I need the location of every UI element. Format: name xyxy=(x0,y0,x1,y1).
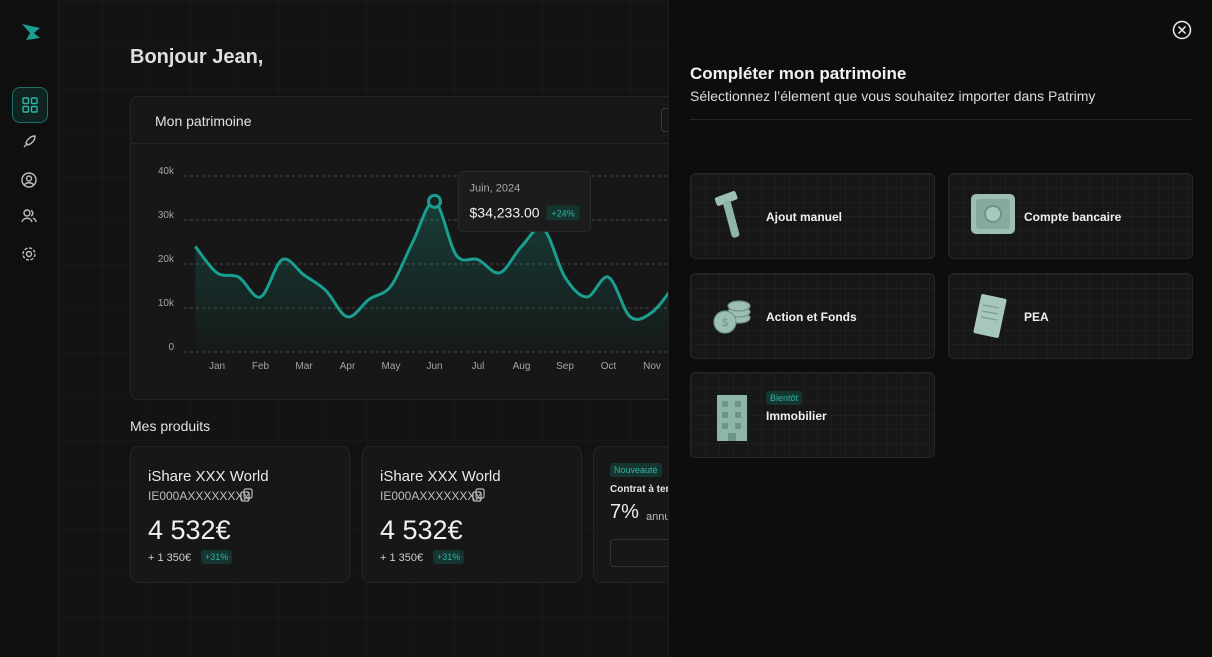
patrimoine-card: Mon patrimoine 0 10k 20k 30k 40k Jan Feb Mar Apr… xyxy=(130,96,692,400)
y-tick-label: 20k xyxy=(158,254,175,265)
card-title: Mon patrimoine xyxy=(155,113,252,129)
chart: 0 10k 20k 30k 40k Jan Feb Mar Apr May Jun Jul Aug Sep… xyxy=(158,166,691,372)
x-tick-label: Oct xyxy=(601,361,617,372)
option-label: Ajout manuel xyxy=(766,210,843,224)
option-badge: Bientôt xyxy=(766,391,803,405)
svg-text:$: $ xyxy=(722,317,728,329)
tooltip: Juin, 2024 $34,233.00 +24% xyxy=(458,170,591,232)
y-tick-label: 10k xyxy=(158,298,175,309)
x-tick-label: Jan xyxy=(209,361,225,372)
product-card[interactable]: iShare XXX World IE000AXXXXXXXx 4 532€ + 1 … xyxy=(130,446,350,583)
promo-rate-note: annu xyxy=(646,511,671,523)
copy-icon[interactable] xyxy=(240,488,254,502)
divider xyxy=(690,119,1193,120)
product-change: +31% xyxy=(433,550,465,564)
panel-subtitle: Sélectionnez l’élement que vous souhaite… xyxy=(690,88,1096,104)
product-change: +31% xyxy=(201,550,233,564)
product-code: IE000AXXXXXXXx xyxy=(380,489,482,503)
x-tick-label: Mar xyxy=(295,361,313,372)
product-amount: 4 532€ xyxy=(380,515,463,545)
tooltip-value: $34,233.00 xyxy=(470,204,540,220)
option-label: PEA xyxy=(1024,310,1049,324)
x-tick-label: Jul xyxy=(472,361,485,372)
import-panel: Compléter mon patrimoine Sélectionnez l’… xyxy=(668,0,1212,657)
close-button[interactable] xyxy=(1172,20,1192,40)
x-tick-label: Apr xyxy=(340,361,356,372)
x-tick-label: May xyxy=(382,361,401,372)
greeting: Bonjour Jean, xyxy=(130,46,264,68)
section-title: Mes produits xyxy=(130,418,211,434)
x-tick-label: Jun xyxy=(426,361,442,372)
nav-rocket[interactable] xyxy=(12,125,46,159)
nav-dashboard[interactable] xyxy=(12,87,48,123)
promo-badge: Nouveauté xyxy=(610,463,662,477)
copy-icon[interactable] xyxy=(472,488,486,502)
divider xyxy=(131,143,691,144)
product-gain: + 1 350€ xyxy=(148,552,192,564)
product-card[interactable]: iShare XXX World IE000AXXXXXXXx 4 532€ + 1 … xyxy=(362,446,582,583)
x-tick-label: Feb xyxy=(252,361,270,372)
y-tick-label: 30k xyxy=(158,210,175,221)
x-tick-label: Aug xyxy=(513,361,531,372)
logo xyxy=(22,24,40,40)
promo-rate: 7% xyxy=(610,501,639,523)
product-gain: + 1 350€ xyxy=(380,552,424,564)
x-tick-label: Sep xyxy=(556,361,574,372)
tooltip-box xyxy=(458,170,591,232)
option-card[interactable]: Compte bancaire xyxy=(948,173,1193,259)
area xyxy=(195,201,674,352)
product-name: iShare XXX World xyxy=(380,468,501,485)
nav-settings[interactable] xyxy=(12,237,46,271)
tooltip-change: +24% xyxy=(551,208,574,218)
nav-profile[interactable] xyxy=(12,163,46,197)
option-label: Action et Fonds xyxy=(766,310,857,324)
tooltip-title: Juin, 2024 xyxy=(470,182,521,194)
panel-title: Compléter mon patrimoine xyxy=(690,64,907,83)
sidebar xyxy=(0,0,59,657)
nav-users[interactable] xyxy=(12,199,46,233)
option-card[interactable]: Ajout manuel xyxy=(690,173,935,259)
option-label: Compte bancaire xyxy=(1024,210,1122,224)
option-card[interactable]: PEA xyxy=(948,273,1193,359)
highlight-point xyxy=(427,193,442,209)
option-card[interactable]: Bientôt Immobilier xyxy=(690,372,935,458)
promo-title: Contrat à ter xyxy=(610,484,670,495)
product-name: iShare XXX World xyxy=(148,468,269,485)
product-amount: 4 532€ xyxy=(148,515,231,545)
x-tick-label: Nov xyxy=(643,361,661,372)
option-label: Immobilier xyxy=(766,409,827,423)
tooltip-badge xyxy=(546,205,580,221)
y-tick-label: 0 xyxy=(168,342,174,353)
product-code: IE000AXXXXXXXx xyxy=(148,489,250,503)
option-card[interactable]: $ Action et Fonds xyxy=(690,273,935,359)
y-tick-label: 40k xyxy=(158,166,175,177)
